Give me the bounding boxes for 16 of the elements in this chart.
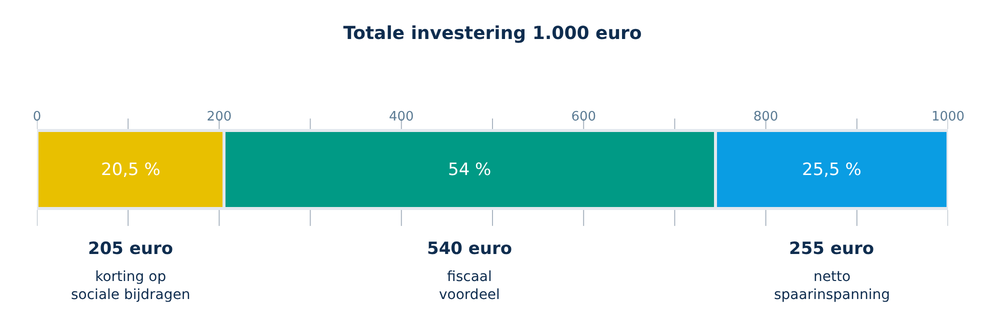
text: 205 euro [88, 239, 174, 259]
text: fiscaal voordeel [439, 269, 500, 304]
text: 540 euro [427, 239, 512, 259]
chart-title: Totale investering 1.000 euro [343, 23, 642, 44]
annotation: 20,5 % [101, 160, 160, 180]
x-tick-label: 0 [32, 109, 42, 124]
x-tick-label: 800 [753, 109, 778, 124]
text: 255 euro [789, 239, 874, 259]
annotation: 54 % [448, 160, 492, 180]
annotation: 25,5 % [802, 160, 862, 180]
x-tick-label: 600 [571, 109, 596, 124]
x-tick-label: 200 [206, 109, 232, 124]
x-tick-label: 400 [388, 109, 414, 124]
x-tick-label: 1000 [931, 109, 965, 124]
text: korting op sociale bijdragen [71, 269, 190, 304]
text: netto spaarinspanning [774, 269, 890, 304]
